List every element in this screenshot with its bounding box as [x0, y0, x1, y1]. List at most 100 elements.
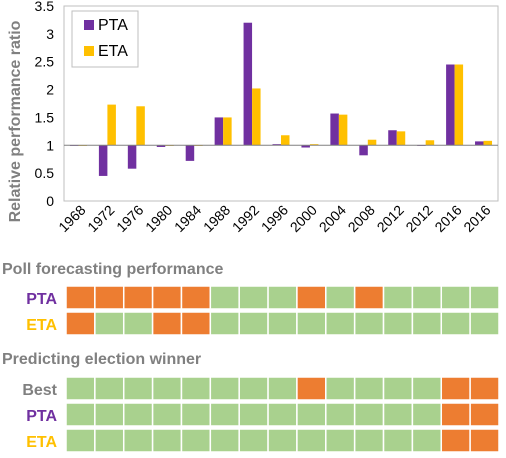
legend-swatch-pta — [84, 20, 94, 30]
grid-cell-hit — [151, 376, 183, 401]
x-tick-label: 1992 — [229, 202, 262, 235]
grid-cell-hit — [353, 376, 385, 401]
grid-cell-hit — [122, 311, 154, 336]
row-label: Best — [22, 382, 57, 399]
grid-cell-hit — [180, 428, 212, 453]
bar-pta-1996 — [272, 144, 281, 146]
legend-label-pta: PTA — [98, 17, 128, 34]
y-tick-label: 3 — [46, 26, 54, 42]
bar-pta-2016 — [446, 64, 455, 146]
grid-cell-hit — [382, 376, 414, 401]
bar-eta-1992 — [252, 88, 261, 146]
grid-cell-hit — [325, 311, 356, 336]
y-axis-title: Relative performance ratio — [7, 20, 24, 222]
grid-cell-hit — [209, 402, 240, 427]
grid-cell-miss — [469, 376, 500, 401]
bar-pta-1972 — [98, 145, 108, 176]
grid-cell-miss — [353, 285, 385, 310]
grid-cell-miss — [151, 285, 183, 310]
bar-pta-1992 — [243, 22, 253, 146]
legend-box — [71, 10, 139, 68]
grid-cell-hit — [238, 311, 269, 336]
bar-pta-1976 — [127, 145, 137, 169]
grid-cell-hit — [267, 428, 298, 453]
grid-cell-hit — [209, 428, 240, 453]
grid-cell-hit — [353, 311, 385, 336]
grid-cell-hit — [325, 428, 356, 453]
grid-cell-hit — [122, 428, 154, 453]
grid-cell-hit — [411, 285, 443, 310]
x-tick-label: 2000 — [287, 202, 320, 235]
grid-cell-hit — [267, 311, 298, 336]
poll-forecasting-title: Poll forecasting performance — [2, 261, 223, 278]
grid-cell-hit — [440, 285, 471, 310]
grid-cell-miss — [440, 376, 471, 401]
bar-pta-1984 — [185, 145, 195, 161]
election-winner-grid: Best PTA ETA — [22, 376, 500, 453]
x-tick-label: 2012 — [374, 202, 407, 235]
bar-eta-2000 — [309, 144, 319, 146]
x-tick-label: 1968 — [55, 202, 88, 235]
grid-cell-hit — [382, 311, 414, 336]
y-axis-ticks: 0 0.5 1 1.5 2 2.5 3 3.5 — [35, 0, 55, 209]
grid-cell-hit — [94, 376, 125, 401]
bar-pta-2008 — [359, 145, 368, 156]
grid-cell-hit — [353, 428, 385, 453]
bar-eta-2012 — [425, 140, 435, 146]
grid-cell-hit — [353, 402, 385, 427]
x-tick-label: 1988 — [200, 202, 233, 235]
grid-cell-miss — [94, 285, 125, 310]
legend-swatch-eta — [84, 46, 94, 56]
x-tick-label: 1984 — [171, 202, 204, 235]
row-label: ETA — [26, 434, 57, 451]
poll-forecasting-section: Poll forecasting performance PTA ETA — [2, 261, 500, 336]
grid-cell-miss — [469, 428, 500, 453]
grid-cell-hit — [94, 402, 125, 427]
grid-cell-hit — [238, 285, 269, 310]
grid-cell-miss — [65, 285, 96, 310]
grid-cell-hit — [238, 428, 269, 453]
bar-eta-1976 — [136, 106, 145, 146]
x-tick-label: 1976 — [113, 202, 146, 235]
legend: PTA ETA — [71, 10, 139, 68]
grid-cell-hit — [382, 428, 414, 453]
plot-frame — [63, 5, 499, 202]
y-tick-label: 0 — [46, 193, 54, 209]
bar-pta-2012 — [388, 130, 397, 146]
legend-label-eta: ETA — [98, 43, 128, 60]
grid-cell-miss — [440, 428, 471, 453]
x-tick-label: 1996 — [258, 202, 291, 235]
grid-cell-miss — [469, 402, 500, 427]
grid-cell-hit — [325, 376, 356, 401]
grid-cell-hit — [209, 285, 240, 310]
grid-cell-hit — [296, 402, 327, 427]
y-tick-label: 3.5 — [35, 0, 55, 14]
grid-cell-hit — [94, 428, 125, 453]
grid-cell-hit — [411, 376, 443, 401]
grid-cell-hit — [411, 428, 443, 453]
y-tick-label: 2.5 — [35, 54, 55, 70]
bar-eta-1972 — [107, 104, 116, 146]
grid-cell-hit — [382, 285, 414, 310]
grid-cell-hit — [469, 311, 500, 336]
x-axis-ticks: 1968197219761980198419881992199620002004… — [55, 202, 494, 235]
x-tick-label: 1972 — [84, 202, 117, 235]
election-winner-title: Predicting election winner — [2, 351, 201, 368]
grid-cell-miss — [151, 311, 183, 336]
grid-cell-hit — [209, 376, 240, 401]
grid-cell-hit — [382, 402, 414, 427]
bar-eta-2016 — [454, 64, 464, 146]
row-label: PTA — [26, 408, 57, 425]
row-label: ETA — [26, 317, 57, 334]
poll-forecasting-grid: PTA ETA — [26, 285, 500, 336]
y-tick-label: 2 — [46, 82, 54, 98]
grid-cell-hit — [267, 285, 298, 310]
x-tick-label: 1980 — [142, 202, 175, 235]
bar-chart: 0 0.5 1 1.5 2 2.5 3 3.5 19681972197619801984198… — [7, 0, 499, 235]
grid-cell-hit — [151, 402, 183, 427]
grid-cell-hit — [325, 402, 356, 427]
grid-cell-hit — [180, 402, 212, 427]
x-tick-label: 2004 — [316, 202, 349, 235]
grid-cell-hit — [209, 311, 240, 336]
grid-cell-miss — [122, 285, 154, 310]
